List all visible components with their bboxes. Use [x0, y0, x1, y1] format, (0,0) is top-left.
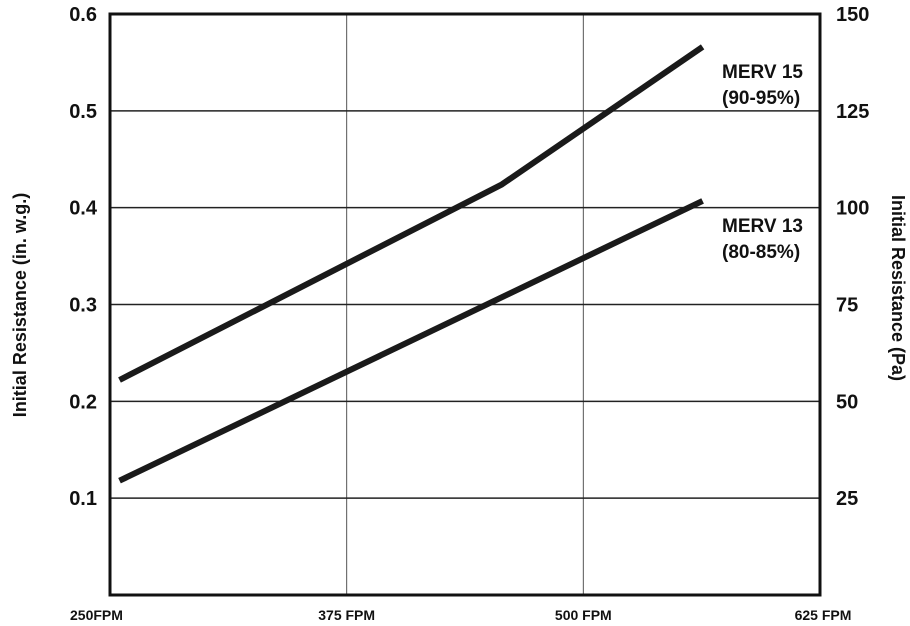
- series-line: [118, 44, 705, 383]
- plot-frame: [108, 12, 822, 597]
- y-tick-label: 0.1: [69, 488, 97, 510]
- x-axis-tick-labels: 250FPM 375 FPM 500 FPM 625 FPM: [70, 607, 851, 623]
- series-label: MERV 13: [722, 216, 803, 237]
- y2-tick-label: 25: [836, 488, 858, 510]
- y-tick-label: 0.5: [69, 101, 97, 123]
- y-tick-label: 0.4: [69, 198, 98, 220]
- series-label-range: (90-95%): [722, 88, 800, 109]
- series-line: [118, 198, 704, 484]
- x-tick-label: 250FPM: [70, 607, 123, 623]
- y2-axis-title: Initial Resistance (Pa): [888, 195, 908, 381]
- y2-tick-label: 50: [836, 391, 858, 413]
- y-tick-label: 0.6: [69, 4, 97, 26]
- y2-tick-label: 100: [836, 198, 869, 220]
- y-axis-title: Initial Resistance (in. w.g.): [10, 193, 30, 417]
- series-lines: [118, 44, 705, 484]
- x-tick-label: 500 FPM: [555, 607, 612, 623]
- x-tick-label: 375 FPM: [318, 607, 375, 623]
- x-tick-label: 625 FPM: [795, 607, 852, 623]
- y-axis-tick-labels: 0.1 0.2 0.3 0.4 0.5 0.6: [69, 4, 98, 510]
- grid-lines: [110, 14, 820, 595]
- series-label-range: (80-85%): [722, 242, 800, 263]
- y2-axis-tick-labels: 25 50 75 100 125 150: [836, 4, 869, 510]
- y-tick-label: 0.2: [69, 391, 97, 413]
- y2-tick-label: 150: [836, 4, 869, 26]
- y2-tick-label: 125: [836, 101, 869, 123]
- series-labels: MERV 15 (90-95%) MERV 13 (80-85%): [722, 62, 803, 263]
- y-tick-label: 0.3: [69, 295, 97, 317]
- y2-tick-label: 75: [836, 295, 858, 317]
- series-label: MERV 15: [722, 62, 803, 83]
